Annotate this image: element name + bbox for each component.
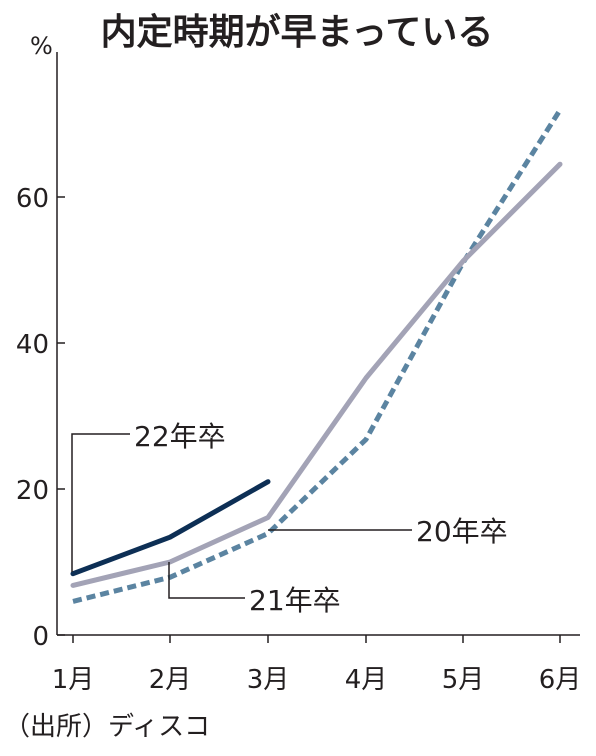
- series-layer: [70, 108, 563, 604]
- x-tick-label: 5月: [442, 665, 485, 695]
- series-label-22: 22年卒: [71, 420, 226, 572]
- series-label-20: 20年卒: [268, 515, 508, 548]
- series-label-leader-22: [71, 433, 130, 572]
- series-label-21: 21年卒: [168, 562, 341, 617]
- series-line-0: [72, 108, 563, 604]
- x-tick-label: 3月: [247, 665, 290, 695]
- y-tick-label: 0: [32, 622, 49, 652]
- y-ticks: 0 20 40 60: [16, 184, 65, 652]
- y-tick-label: 20: [16, 476, 49, 506]
- x-tick-label: 2月: [149, 665, 192, 695]
- y-tick-label: 60: [16, 184, 49, 214]
- y-tick-label: 40: [16, 330, 49, 360]
- chart-title: 内定時期が早まっている: [101, 12, 494, 53]
- series-label-text-20: 20年卒: [416, 515, 508, 548]
- series-line-2: [70, 479, 271, 577]
- x-tick-label: 1月: [52, 665, 95, 695]
- x-tick-label: 6月: [539, 665, 582, 695]
- y-axis-unit: %: [30, 32, 53, 60]
- source-note: （出所）ディスコ: [4, 712, 210, 742]
- series-label-leader-21: [168, 562, 245, 599]
- series-label-text-21: 21年卒: [249, 584, 341, 617]
- x-tick-label: 4月: [345, 665, 388, 695]
- x-ticks: 1月 2月 3月 4月 5月 6月: [52, 635, 582, 695]
- series-label-text-22: 22年卒: [134, 420, 226, 453]
- series-line-1: [70, 161, 563, 588]
